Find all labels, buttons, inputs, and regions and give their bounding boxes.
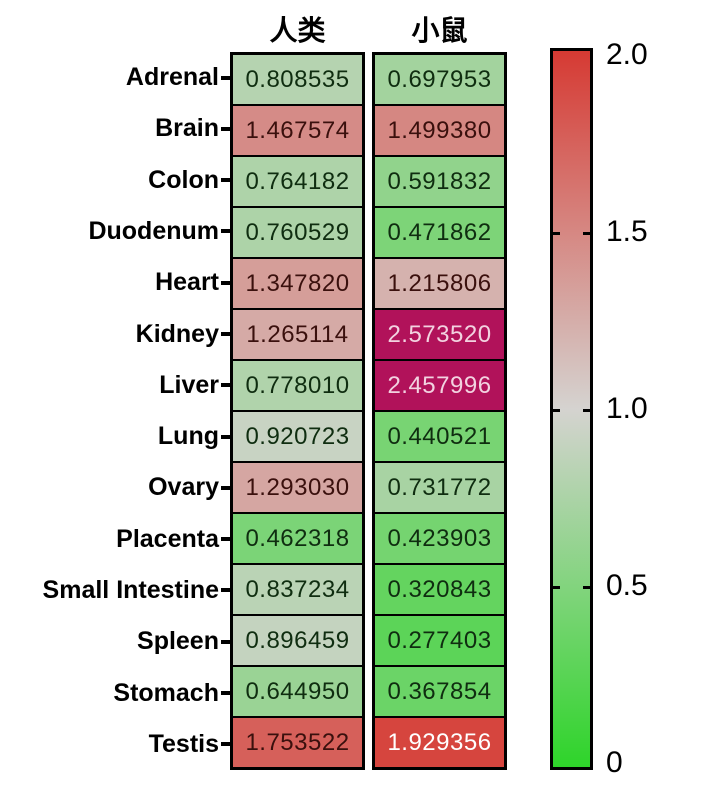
row-label-line: Lung <box>0 411 230 462</box>
axis-tick <box>221 485 230 490</box>
heatmap-cell: 0.320843 <box>375 565 504 614</box>
heatmap-cell: 0.697953 <box>375 55 504 104</box>
row-label: Liver <box>159 370 219 399</box>
heatmap-cell: 1.265114 <box>233 310 362 359</box>
heatmap-cell: 2.573520 <box>375 310 504 359</box>
axis-tick <box>221 588 230 593</box>
colorbar-tick-label: 0.5 <box>606 569 648 602</box>
heatmap-cell: 0.644950 <box>233 667 362 716</box>
colorbar <box>550 48 593 770</box>
heatmap-cell: 0.591832 <box>375 157 504 206</box>
colorbar-tick-mark <box>553 586 560 589</box>
row-label-line: Heart <box>0 257 230 308</box>
heatmap-column-mouse: 0.697953 1.499380 0.591832 0.471862 1.215806… <box>372 52 507 770</box>
heatmap-cell: 0.423903 <box>375 514 504 563</box>
heatmap-cell: 0.471862 <box>375 208 504 257</box>
row-label: Colon <box>148 165 219 194</box>
heatmap-cell: 0.731772 <box>375 463 504 512</box>
column-header-human: 人类 <box>269 15 326 46</box>
axis-tick <box>221 280 230 285</box>
colorbar-tick-label: 1.0 <box>606 392 648 425</box>
heatmap-cell: 0.764182 <box>233 157 362 206</box>
heatmap-cell: 0.760529 <box>233 208 362 257</box>
heatmap-cell: 1.753522 <box>233 718 362 767</box>
heatmap-column-human: 0.808535 1.467574 0.764182 0.760529 1.347820… <box>230 52 365 770</box>
row-label-line: Ovary <box>0 462 230 513</box>
colorbar-tick-mark <box>553 409 560 412</box>
colorbar-tick-mark <box>553 232 560 235</box>
row-label-line: Brain <box>0 103 230 154</box>
heatmap-cell: 0.778010 <box>233 361 362 410</box>
row-label-line: Stomach <box>0 667 230 718</box>
heatmap-cell: 1.467574 <box>233 106 362 155</box>
axis-tick <box>221 383 230 388</box>
y-axis-row-labels: Adrenal Brain Colon Duodenum Heart Kidney Live… <box>0 52 230 770</box>
row-label: Testis <box>148 729 219 758</box>
axis-tick <box>221 126 230 131</box>
row-label-line: Duodenum <box>0 206 230 257</box>
colorbar-tick-mark <box>583 586 590 589</box>
heatmap-cell: 0.808535 <box>233 55 362 104</box>
axis-tick <box>221 639 230 644</box>
row-label-line: Adrenal <box>0 52 230 103</box>
colorbar-tick-mark <box>583 409 590 412</box>
row-label: Duodenum <box>88 216 219 245</box>
colorbar-tick-label: 1.5 <box>606 215 648 248</box>
row-label-line: Testis <box>0 719 230 770</box>
axis-tick <box>221 332 230 337</box>
heatmap-cell: 2.457996 <box>375 361 504 410</box>
axis-tick <box>221 75 230 80</box>
row-label: Small Intestine <box>42 575 219 604</box>
axis-tick <box>221 229 230 234</box>
heatmap-cell: 0.277403 <box>375 616 504 665</box>
row-label-line: Liver <box>0 360 230 411</box>
axis-tick <box>221 178 230 183</box>
row-label: Adrenal <box>125 63 219 92</box>
colorbar-tick-label: 2.0 <box>606 38 648 71</box>
colorbar-tick-label: 0 <box>606 746 623 779</box>
heatmap-cell: 1.929356 <box>375 718 504 767</box>
heatmap-cell: 0.462318 <box>233 514 362 563</box>
row-label: Brain <box>155 114 219 143</box>
heatmap-cell: 0.367854 <box>375 667 504 716</box>
row-label-line: Placenta <box>0 514 230 565</box>
heatmap-cell: 1.293030 <box>233 463 362 512</box>
axis-tick <box>221 742 230 747</box>
heatmap-cell: 1.499380 <box>375 106 504 155</box>
row-label: Stomach <box>113 678 219 707</box>
heatmap-cell: 0.920723 <box>233 412 362 461</box>
row-label: Lung <box>157 422 219 451</box>
row-label: Kidney <box>135 319 219 348</box>
colorbar-tick-mark <box>583 232 590 235</box>
heatmap-cell: 1.215806 <box>375 259 504 308</box>
row-label-line: Spleen <box>0 616 230 667</box>
row-label: Ovary <box>148 473 219 502</box>
axis-tick <box>221 434 230 439</box>
heatmap-cell: 1.347820 <box>233 259 362 308</box>
heatmap-cell: 0.837234 <box>233 565 362 614</box>
axis-tick <box>221 691 230 696</box>
row-label: Spleen <box>137 627 219 656</box>
heatmap-cell: 0.440521 <box>375 412 504 461</box>
row-label-line: Small Intestine <box>0 565 230 616</box>
heatmap-cell: 0.896459 <box>233 616 362 665</box>
row-label: Heart <box>155 268 219 297</box>
column-header-mouse: 小鼠 <box>411 15 468 46</box>
axis-tick <box>221 537 230 542</box>
row-label: Placenta <box>116 524 219 553</box>
row-label-line: Colon <box>0 155 230 206</box>
row-label-line: Kidney <box>0 308 230 359</box>
